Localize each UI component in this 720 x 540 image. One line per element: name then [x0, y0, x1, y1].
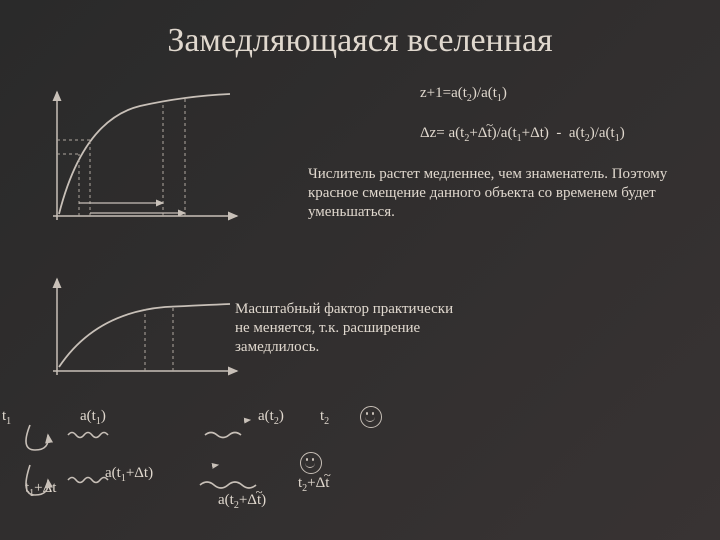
- formula-redshift: z+1=a(t2)/a(t1): [420, 85, 507, 104]
- formula-delta-z: Δz= a(t2+Δt)/a(t1+Δt) - a(t2)/a(t1): [420, 125, 625, 144]
- graph-bottom: [45, 275, 245, 385]
- explanation-numerator: Числитель растет медленнее, чем знаменат…: [308, 165, 703, 221]
- graph-top: [45, 88, 245, 228]
- slide-title: Замедляющаяся вселенная: [0, 0, 720, 60]
- explanation-scale-factor: Масштабный фактор практически не меняетс…: [235, 300, 455, 356]
- wave-arrows: [0, 395, 400, 525]
